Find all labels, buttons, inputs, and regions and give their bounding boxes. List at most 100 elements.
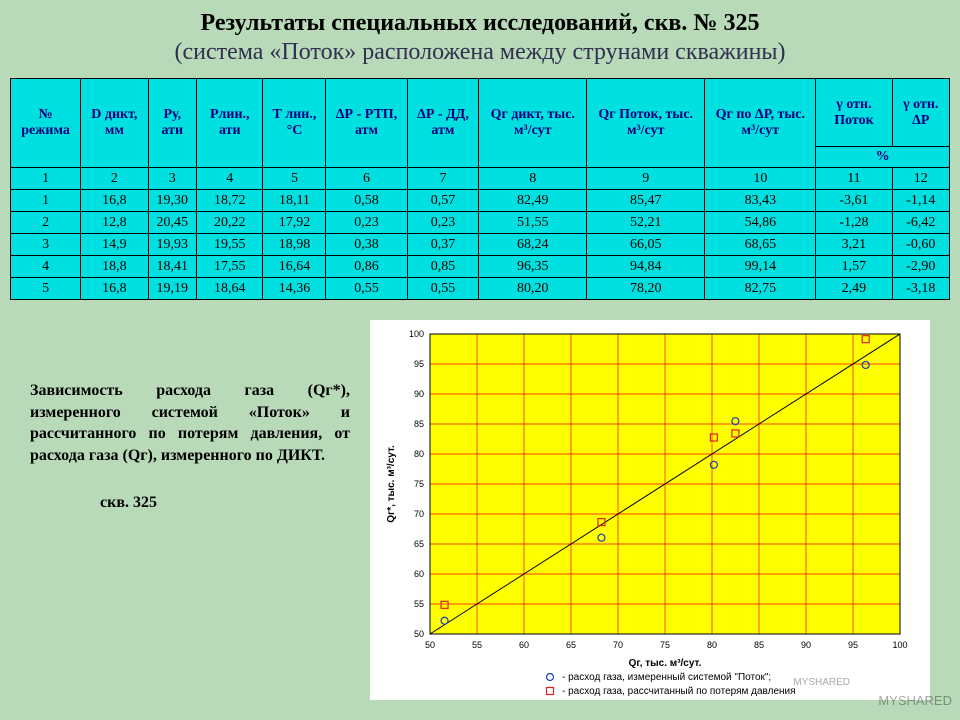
data-cell: 85,47	[587, 190, 705, 212]
svg-text:90: 90	[801, 640, 811, 650]
data-cell: 0,57	[407, 190, 479, 212]
data-cell: 68,65	[705, 234, 816, 256]
svg-text:70: 70	[613, 640, 623, 650]
svg-text:Qг*, тыс. м³/сут.: Qг*, тыс. м³/сут.	[386, 445, 397, 523]
data-cell: 0,85	[407, 256, 479, 278]
data-cell: 0,58	[326, 190, 407, 212]
data-cell: 52,21	[587, 212, 705, 234]
svg-text:100: 100	[409, 329, 424, 339]
svg-text:50: 50	[414, 629, 424, 639]
col-header: Qг по ΔР, тыс. м³/сут	[705, 79, 816, 168]
chart-caption-text: Зависимость расхода газа (Qг*), измеренн…	[30, 380, 350, 466]
data-cell: 5	[11, 278, 81, 300]
table-body: 123456789101112116,819,3018,7218,110,580…	[11, 168, 950, 300]
data-cell: 96,35	[479, 256, 587, 278]
data-cell: 66,05	[587, 234, 705, 256]
index-cell: 9	[587, 168, 705, 190]
svg-text:55: 55	[472, 640, 482, 650]
data-cell: 16,8	[81, 190, 148, 212]
svg-text:85: 85	[414, 419, 424, 429]
data-cell: 51,55	[479, 212, 587, 234]
svg-text:80: 80	[707, 640, 717, 650]
data-cell: 12,8	[81, 212, 148, 234]
index-cell: 7	[407, 168, 479, 190]
svg-text:65: 65	[414, 539, 424, 549]
title-line2: (система «Поток» расположена между струн…	[40, 39, 920, 66]
col-header: Qг дикт, тыс. м³/сут	[479, 79, 587, 168]
percent-header: %	[816, 147, 950, 168]
data-cell: 78,20	[587, 278, 705, 300]
col-header: Рлин., ати	[197, 79, 263, 168]
col-header: γ отн. Поток	[816, 79, 892, 147]
data-cell: -3,18	[892, 278, 950, 300]
col-header: ΔР - РТП, атм	[326, 79, 407, 168]
index-cell: 10	[705, 168, 816, 190]
svg-text:50: 50	[425, 640, 435, 650]
svg-text:- расход газа, измеренный сист: - расход газа, измеренный системой "Пото…	[562, 672, 771, 683]
data-cell: 0,23	[407, 212, 479, 234]
svg-text:100: 100	[892, 640, 907, 650]
svg-text:- расход газа, рассчитанный по: - расход газа, рассчитанный по потерям д…	[562, 686, 796, 697]
index-cell: 3	[148, 168, 197, 190]
svg-text:60: 60	[519, 640, 529, 650]
data-cell: 18,11	[263, 190, 326, 212]
data-cell: 20,22	[197, 212, 263, 234]
data-cell: 1,57	[816, 256, 892, 278]
data-cell: 17,55	[197, 256, 263, 278]
svg-text:Qг, тыс. м³/сут.: Qг, тыс. м³/сут.	[629, 658, 702, 669]
col-header: Т лин., °С	[263, 79, 326, 168]
index-cell: 11	[816, 168, 892, 190]
col-header: № режима	[11, 79, 81, 168]
results-table: № режимаD дикт, ммРу, атиРлин., атиТ лин…	[10, 78, 950, 300]
data-cell: 4	[11, 256, 81, 278]
svg-text:75: 75	[414, 479, 424, 489]
index-cell: 1	[11, 168, 81, 190]
data-cell: 0,37	[407, 234, 479, 256]
table-head: № режимаD дикт, ммРу, атиРлин., атиТ лин…	[11, 79, 950, 168]
title-line1: Результаты специальных исследований, скв…	[40, 10, 920, 37]
svg-text:90: 90	[414, 389, 424, 399]
data-cell: 99,14	[705, 256, 816, 278]
data-cell: 18,72	[197, 190, 263, 212]
data-cell: -1,28	[816, 212, 892, 234]
data-cell: 94,84	[587, 256, 705, 278]
index-cell: 6	[326, 168, 407, 190]
svg-text:60: 60	[414, 569, 424, 579]
data-cell: -0,60	[892, 234, 950, 256]
svg-text:85: 85	[754, 640, 764, 650]
svg-text:65: 65	[566, 640, 576, 650]
data-cell: 2	[11, 212, 81, 234]
data-cell: 83,43	[705, 190, 816, 212]
index-cell: 2	[81, 168, 148, 190]
data-cell: 3,21	[816, 234, 892, 256]
index-cell: 5	[263, 168, 326, 190]
data-cell: 0,55	[407, 278, 479, 300]
data-cell: 0,38	[326, 234, 407, 256]
data-cell: 16,8	[81, 278, 148, 300]
data-cell: 14,9	[81, 234, 148, 256]
data-cell: 18,64	[197, 278, 263, 300]
data-cell: 82,49	[479, 190, 587, 212]
svg-text:75: 75	[660, 640, 670, 650]
data-cell: 54,86	[705, 212, 816, 234]
data-cell: 18,8	[81, 256, 148, 278]
data-cell: -1,14	[892, 190, 950, 212]
data-cell: 16,64	[263, 256, 326, 278]
data-cell: 1	[11, 190, 81, 212]
page-title-block: Результаты специальных исследований, скв…	[0, 0, 960, 72]
data-cell: -3,61	[816, 190, 892, 212]
index-cell: 4	[197, 168, 263, 190]
svg-text:70: 70	[414, 509, 424, 519]
svg-text:95: 95	[414, 359, 424, 369]
data-cell: 3	[11, 234, 81, 256]
data-cell: 0,23	[326, 212, 407, 234]
data-cell: 80,20	[479, 278, 587, 300]
data-cell: -2,90	[892, 256, 950, 278]
data-cell: 19,93	[148, 234, 197, 256]
index-cell: 8	[479, 168, 587, 190]
svg-text:80: 80	[414, 449, 424, 459]
col-header: γ отн. ΔР	[892, 79, 950, 147]
data-cell: 68,24	[479, 234, 587, 256]
index-cell: 12	[892, 168, 950, 190]
scatter-chart: 5055606570758085909510050556065707580859…	[370, 320, 930, 700]
